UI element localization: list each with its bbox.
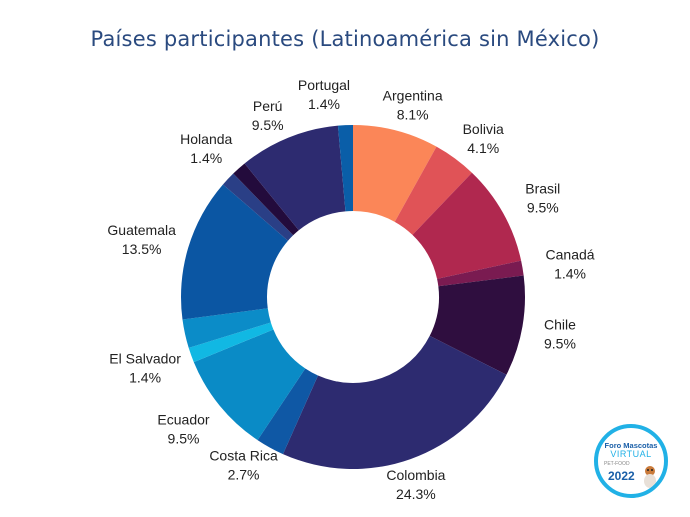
slice-unlabeled-9 [182, 308, 271, 348]
slice-value-label: 8.1% [397, 107, 429, 123]
slice-label: Argentina [383, 88, 443, 104]
slice-ecuador [193, 329, 306, 441]
slice-label: Perú [253, 98, 283, 114]
slice-unlabeled-11 [222, 173, 294, 241]
logo-year: 2022 [608, 469, 635, 483]
slice-label: Bolivia [463, 121, 504, 137]
slice-label: Brasil [525, 180, 560, 196]
slice-guatemala [181, 184, 288, 320]
logo-line2: VIRTUAL [610, 449, 652, 459]
slice-value-label: 4.1% [467, 140, 499, 156]
slice-canadá [437, 260, 524, 287]
slice-el-salvador [188, 322, 274, 363]
foro-mascotas-logo: Foro Mascotas VIRTUAL PET-FOOD 2022 [594, 424, 668, 498]
slice-value-label: 1.4% [554, 265, 586, 281]
slice-portugal [337, 125, 353, 212]
slice-chile [429, 275, 525, 375]
slice-value-label: 2.7% [228, 466, 260, 482]
slice-colombia [282, 335, 507, 469]
slice-bolivia [394, 146, 472, 235]
slice-label: Colombia [386, 467, 445, 483]
slice-value-label: 13.5% [122, 241, 162, 257]
slice-label: El Salvador [109, 351, 181, 367]
logo-line1: Foro Mascotas [604, 441, 658, 450]
slice-value-label: 1.4% [129, 370, 161, 386]
slice-value-label: 1.4% [190, 150, 222, 166]
slice-label: Portugal [298, 77, 350, 93]
slice-value-label: 1.4% [308, 96, 340, 112]
slice-value-label: 9.5% [168, 430, 200, 446]
slice-argentina [353, 125, 437, 222]
slice-value-label: 9.5% [252, 117, 284, 133]
slice-label: Canadá [546, 246, 595, 262]
slice-label: Ecuador [157, 411, 209, 427]
slice-label: Chile [544, 316, 576, 332]
slice-label: Holanda [180, 131, 232, 147]
slice-value-label: 9.5% [527, 199, 559, 215]
slice-label: Costa Rica [209, 447, 278, 463]
slice-value-label: 9.5% [544, 335, 576, 351]
slice-costa-rica [257, 368, 318, 455]
logo-line3: PET-FOOD [604, 461, 630, 467]
slice-label: Guatemala [107, 222, 176, 238]
slice-perú [244, 125, 346, 231]
slice-holanda [233, 163, 299, 236]
chart-title: Países participantes (Latinoamérica sin … [90, 27, 600, 51]
slice-brasil [412, 172, 522, 279]
slice-value-label: 24.3% [396, 486, 436, 502]
dog-icon [644, 466, 656, 488]
